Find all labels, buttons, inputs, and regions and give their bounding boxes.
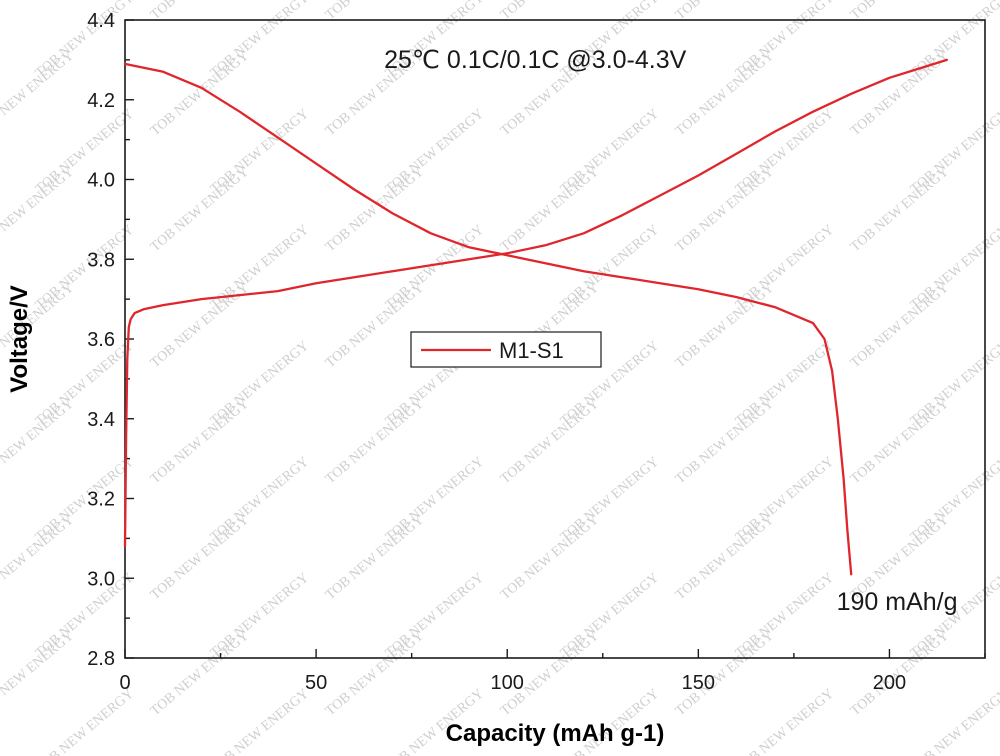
y-tick-label: 3.8 xyxy=(87,249,115,271)
watermark-text: TOB NEW ENERGY xyxy=(148,628,252,719)
y-tick-label: 3.4 xyxy=(87,409,115,431)
watermark-text: TOB NEW ENERGY xyxy=(0,628,77,719)
watermark-text: TOB NEW ENERGY xyxy=(148,512,252,603)
watermark-text: TOB NEW ENERGY xyxy=(673,512,777,603)
y-tick-label: 2.8 xyxy=(87,648,115,670)
watermark-text: TOB NEW ENERGY xyxy=(0,164,77,255)
watermark-text: TOB NEW ENERGY xyxy=(0,512,77,603)
watermark-text: TOB NEW ENERGY xyxy=(498,396,602,487)
legend-label-m1-s1: M1-S1 xyxy=(499,338,564,363)
condition-annotation: 25℃ 0.1C/0.1C @3.0-4.3V xyxy=(384,46,687,74)
x-tick-label: 200 xyxy=(873,672,906,694)
watermark-text: TOB NEW ENERGY xyxy=(33,686,137,756)
axis-tick-labels: 0 50 100 150 200 2.8 3.0 3.2 3.4 3.6 3.8 4.0 4.2 4.4 xyxy=(87,10,906,694)
watermark-text: TOB NEW ENERGY xyxy=(0,0,77,23)
watermark-text: TOB NEW ENERGY xyxy=(323,628,427,719)
y-tick-label: 3.2 xyxy=(87,489,115,511)
watermark-text: TOB NEW ENERGY xyxy=(498,512,602,603)
y-axis-title: Voltage/V xyxy=(6,285,33,393)
watermark-text: TOB NEW ENERGY xyxy=(498,164,602,255)
y-tick-label: 3.0 xyxy=(87,568,115,590)
x-axis-title: Capacity (mAh g-1) xyxy=(446,720,665,747)
series-line-m1-s1-discharge xyxy=(123,62,853,576)
x-tick-label: 50 xyxy=(305,672,327,694)
watermark-text: TOB NEW ENERGY xyxy=(323,396,427,487)
watermark-text: TOB NEW ENERGY xyxy=(673,396,777,487)
watermark-text: TOB NEW ENERGY xyxy=(0,48,77,139)
axis-ticks xyxy=(124,19,986,659)
y-tick-label: 3.6 xyxy=(87,329,115,351)
watermark-text: TOB NEW ENERGY xyxy=(323,512,427,603)
y-tick-label: 4.4 xyxy=(87,10,115,32)
watermark-text: TOB NEW ENERGY xyxy=(848,396,952,487)
legend: M1-S1 xyxy=(410,331,602,368)
watermark-text: TOB NEW ENERGY xyxy=(733,686,837,756)
watermark-text: TOB NEW ENERGY xyxy=(208,686,312,756)
watermark-text: TOB NEW ENERGY xyxy=(908,686,1000,756)
x-tick-label: 150 xyxy=(682,672,715,694)
watermark-text: TOB NEW ENERGY xyxy=(148,164,252,255)
watermark-text: TOB NEW ENERGY xyxy=(848,164,952,255)
x-tick-label: 100 xyxy=(491,672,524,694)
watermark-text: TOB NEW ENERGY xyxy=(148,280,252,371)
series-line-m1-s1-charge xyxy=(123,58,948,548)
watermark-text: TOB NEW ENERGY xyxy=(673,164,777,255)
watermark-text: TOB NEW ENERGY xyxy=(148,396,252,487)
watermark-text: TOB NEW ENERGY xyxy=(148,48,252,139)
y-tick-label: 4.0 xyxy=(87,170,115,192)
y-tick-label: 4.2 xyxy=(87,90,115,112)
watermark-text: TOB NEW ENERGY xyxy=(848,280,952,371)
watermark-text: TOB NEW ENERGY xyxy=(0,396,77,487)
x-tick-label: 0 xyxy=(119,672,130,694)
watermark-text: TOB NEW ENERGY xyxy=(673,48,777,139)
capacity-annotation: 190 mAh/g xyxy=(837,588,958,616)
series-layer xyxy=(123,58,948,576)
